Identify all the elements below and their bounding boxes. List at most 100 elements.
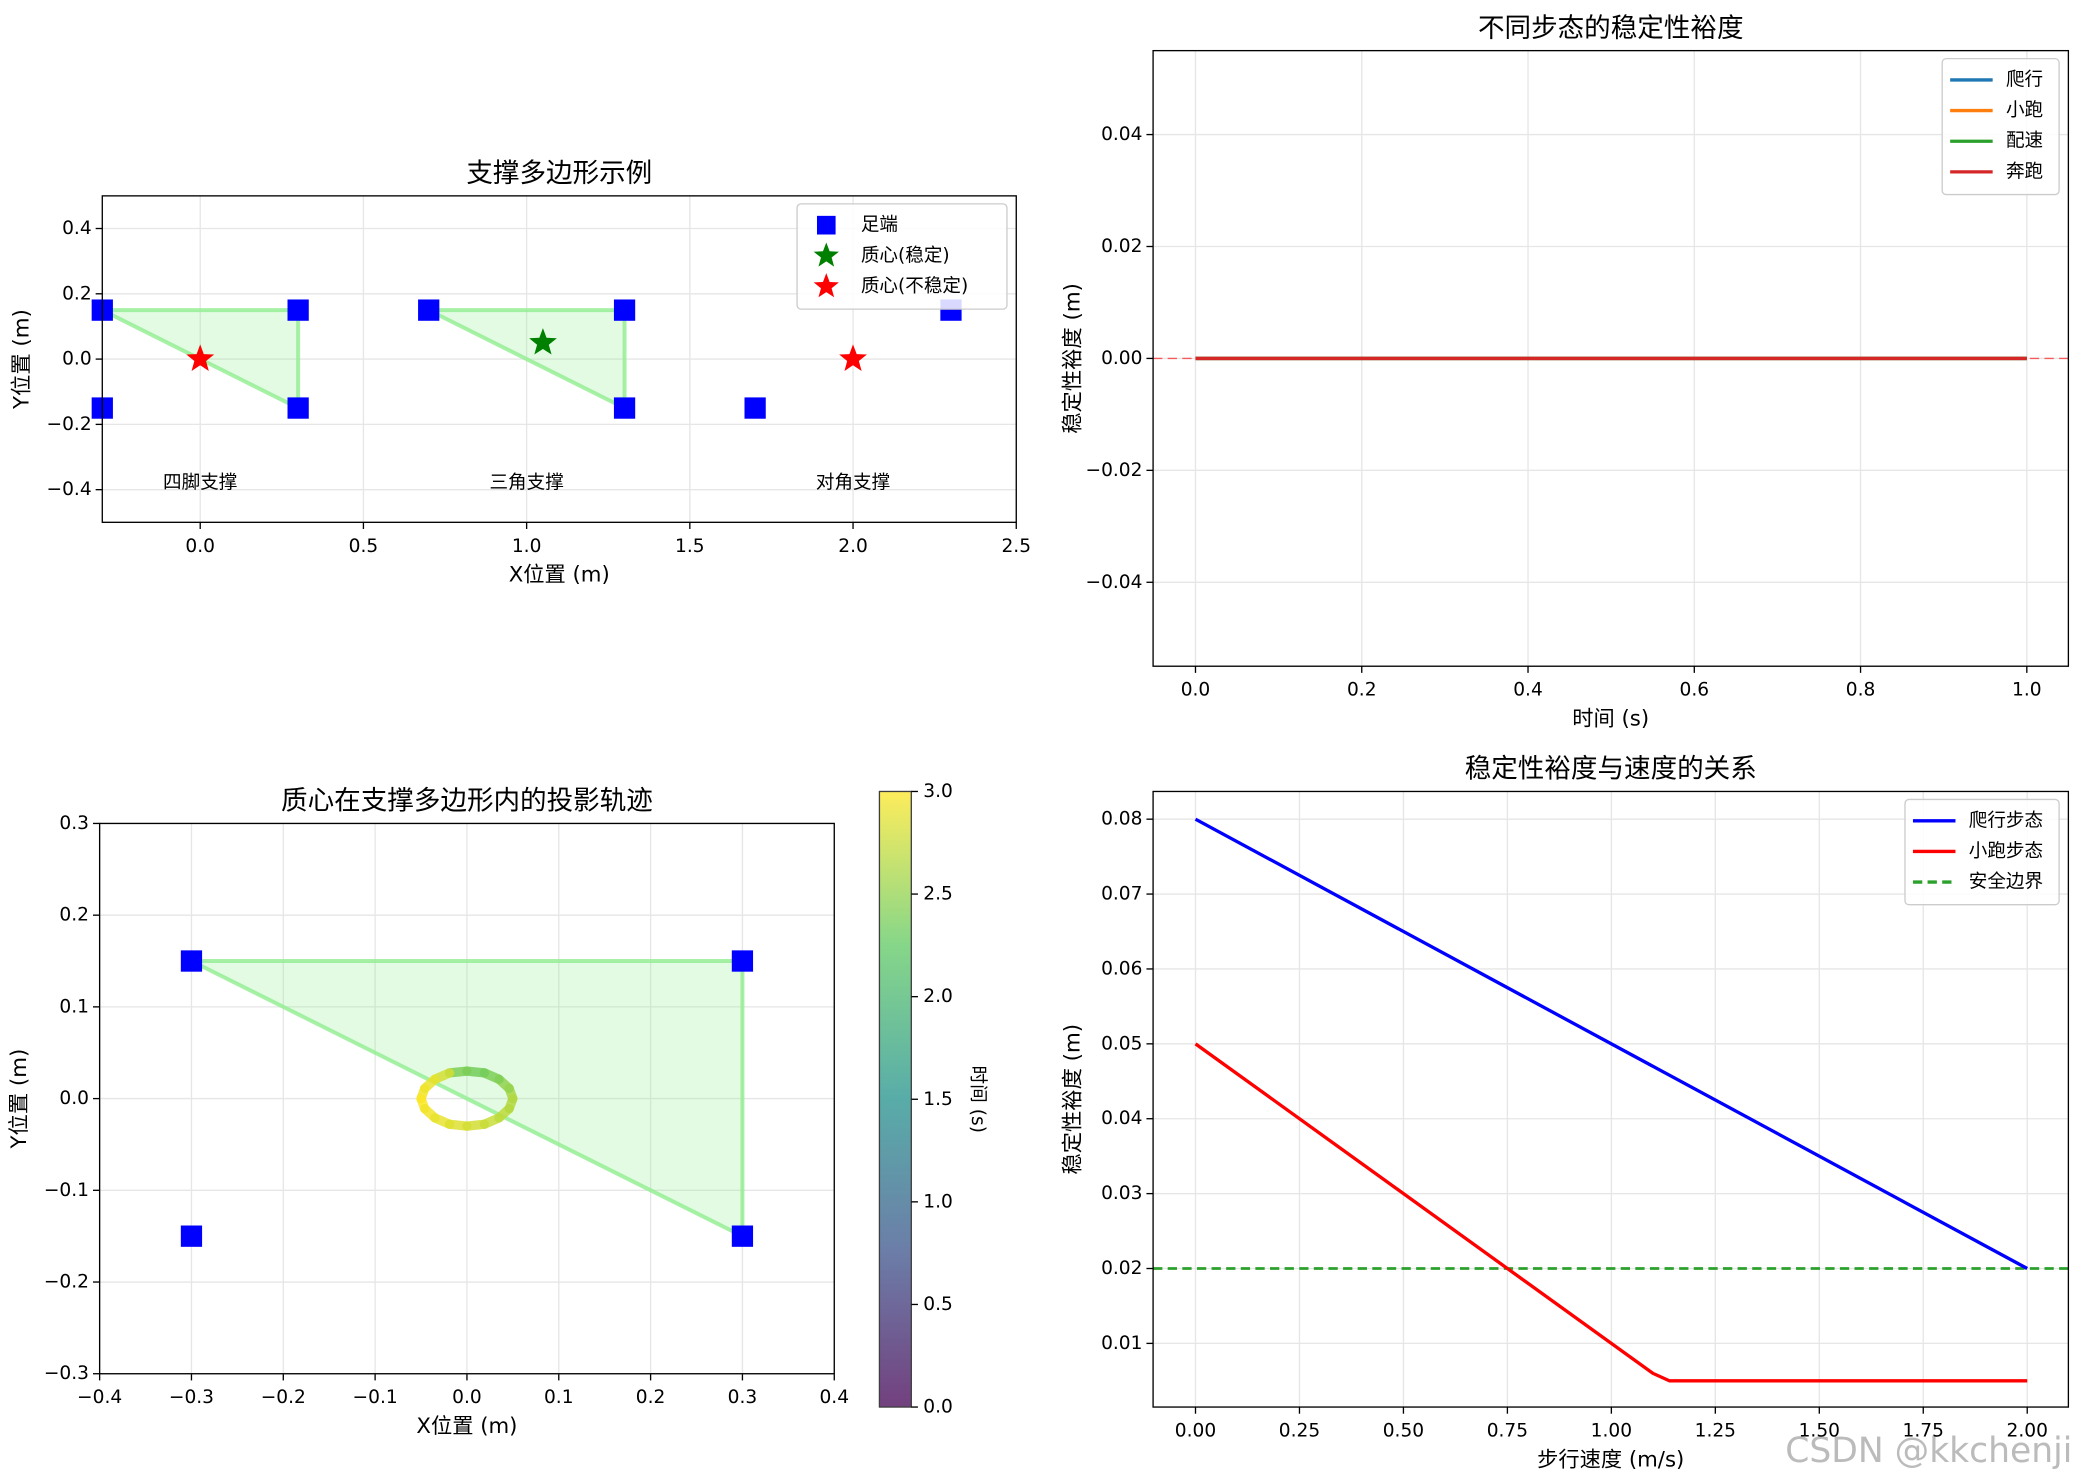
legend-label: 爬行步态 xyxy=(1969,810,2043,831)
legend-marker xyxy=(813,242,839,267)
y-tick-label: −0.2 xyxy=(47,414,92,435)
com-point xyxy=(839,344,867,371)
x-axis-label: 步行速度 (m/s) xyxy=(1537,1447,1684,1472)
colorbar-tick-label: 3.0 xyxy=(923,781,953,802)
colorbar xyxy=(878,790,912,1408)
y-tick-label: 0.04 xyxy=(1101,124,1142,145)
x-tick-label: 0.0 xyxy=(1181,680,1211,701)
x-axis-label: X位置 (m) xyxy=(509,563,610,588)
legend-box xyxy=(1904,798,2060,906)
legend-marker xyxy=(816,215,836,235)
colorbar-tick-label: 2.0 xyxy=(923,986,953,1007)
x-tick-label: 2.00 xyxy=(2007,1421,2048,1442)
y-axis-label: Y位置 (m) xyxy=(7,1049,32,1150)
support-polygon xyxy=(427,308,627,412)
y-tick-label: −0.04 xyxy=(1086,572,1143,593)
y-tick-label: 0.02 xyxy=(1101,236,1142,257)
axes-frame xyxy=(98,822,835,1375)
y-tick-label: 0.2 xyxy=(59,905,89,926)
x-tick-label: −0.3 xyxy=(169,1387,214,1408)
foot-point xyxy=(287,299,309,321)
colorbar-tick-label: 0.0 xyxy=(923,1397,953,1418)
x-tick-label: −0.1 xyxy=(353,1387,398,1408)
colorbar-tick-label: 1.0 xyxy=(923,1191,953,1212)
x-tick-label: 1.5 xyxy=(675,536,705,557)
colorbar-tick-label: 2.5 xyxy=(923,884,953,905)
x-tick-label: 0.50 xyxy=(1383,1421,1424,1442)
com-point xyxy=(186,344,215,371)
foot-point xyxy=(180,950,203,972)
y-tick-label: −0.3 xyxy=(44,1363,89,1384)
chart-title: 支撑多边形示例 xyxy=(466,158,652,189)
x-tick-label: 1.00 xyxy=(1591,1421,1632,1442)
x-tick-label: 0.2 xyxy=(636,1387,666,1408)
foot-point xyxy=(731,950,754,972)
y-tick-label: 0.2 xyxy=(62,283,92,304)
foot-point xyxy=(613,397,636,419)
axes-frame xyxy=(1152,790,2070,1408)
x-tick-label: 1.50 xyxy=(1799,1421,1840,1442)
annotation: 四脚支撑 xyxy=(163,473,237,494)
x-tick-label: 0.0 xyxy=(452,1387,482,1408)
y-tick-label: 0.08 xyxy=(1101,809,1142,830)
com-point xyxy=(529,328,557,355)
y-tick-label: 0.04 xyxy=(1101,1108,1142,1129)
y-tick-label: 0.0 xyxy=(62,349,92,370)
x-tick-label: 0.1 xyxy=(544,1387,574,1408)
x-tick-label: 0.6 xyxy=(1680,680,1710,701)
annotation: 对角支撑 xyxy=(816,473,890,494)
x-tick-label: 0.3 xyxy=(728,1387,758,1408)
foot-point xyxy=(731,1225,754,1247)
foot-point xyxy=(744,397,766,419)
series-line xyxy=(1194,817,2029,1270)
legend-label: 质心(稳定) xyxy=(861,245,950,266)
colorbar-tick-label: 1.5 xyxy=(923,1089,953,1110)
legend-label: 奔跑 xyxy=(2006,161,2043,182)
y-tick-label: −0.1 xyxy=(44,1180,89,1201)
x-tick-label: 0.5 xyxy=(349,536,379,557)
foot-point xyxy=(613,299,636,321)
legend-label: 配速 xyxy=(2006,131,2043,152)
x-tick-label: 0.25 xyxy=(1279,1421,1320,1442)
legend-label: 小跑 xyxy=(2006,100,2043,121)
y-tick-label: 0.06 xyxy=(1101,958,1142,979)
foot-point xyxy=(287,397,309,419)
x-tick-label: −0.2 xyxy=(261,1387,306,1408)
axes-frame xyxy=(1152,49,2070,667)
legend-label: 安全边界 xyxy=(1969,872,2043,893)
legend-box xyxy=(796,203,1008,310)
y-tick-label: 0.00 xyxy=(1101,348,1142,369)
watermark: CSDN @kkchenji xyxy=(1785,1431,2072,1471)
support-polygon xyxy=(190,959,745,1240)
foot-point xyxy=(418,299,440,321)
y-tick-label: 0.07 xyxy=(1101,884,1142,905)
x-tick-label: 0.00 xyxy=(1175,1421,1216,1442)
y-axis-label: 稳定性裕度 (m) xyxy=(1060,283,1085,434)
series-line xyxy=(1194,1042,2028,1383)
x-tick-label: 0.4 xyxy=(819,1387,849,1408)
x-tick-label: 1.0 xyxy=(512,536,542,557)
legend-label: 爬行 xyxy=(2006,69,2043,90)
x-tick-label: 2.5 xyxy=(1001,536,1031,557)
y-axis-label: 稳定性裕度 (m) xyxy=(1060,1024,1085,1175)
x-tick-label: 0.75 xyxy=(1487,1421,1528,1442)
y-tick-label: 0.01 xyxy=(1101,1333,1142,1354)
x-tick-label: 1.25 xyxy=(1695,1421,1736,1442)
y-tick-label: 0.0 xyxy=(59,1088,89,1109)
foot-point xyxy=(180,1225,203,1247)
x-tick-label: 1.0 xyxy=(2012,680,2042,701)
y-axis-label: Y位置 (m) xyxy=(10,309,35,410)
y-tick-label: −0.4 xyxy=(47,479,92,500)
legend-label: 小跑步态 xyxy=(1969,841,2043,862)
y-tick-label: 0.3 xyxy=(59,813,89,834)
trajectory-point xyxy=(504,1093,518,1114)
y-tick-label: 0.4 xyxy=(62,218,92,239)
legend-label: 足端 xyxy=(861,215,898,236)
y-tick-label: −0.02 xyxy=(1086,460,1143,481)
y-tick-label: 0.1 xyxy=(59,996,89,1017)
y-tick-label: 0.05 xyxy=(1101,1033,1142,1054)
x-tick-label: 0.2 xyxy=(1347,680,1377,701)
x-tick-label: −0.4 xyxy=(77,1387,122,1408)
